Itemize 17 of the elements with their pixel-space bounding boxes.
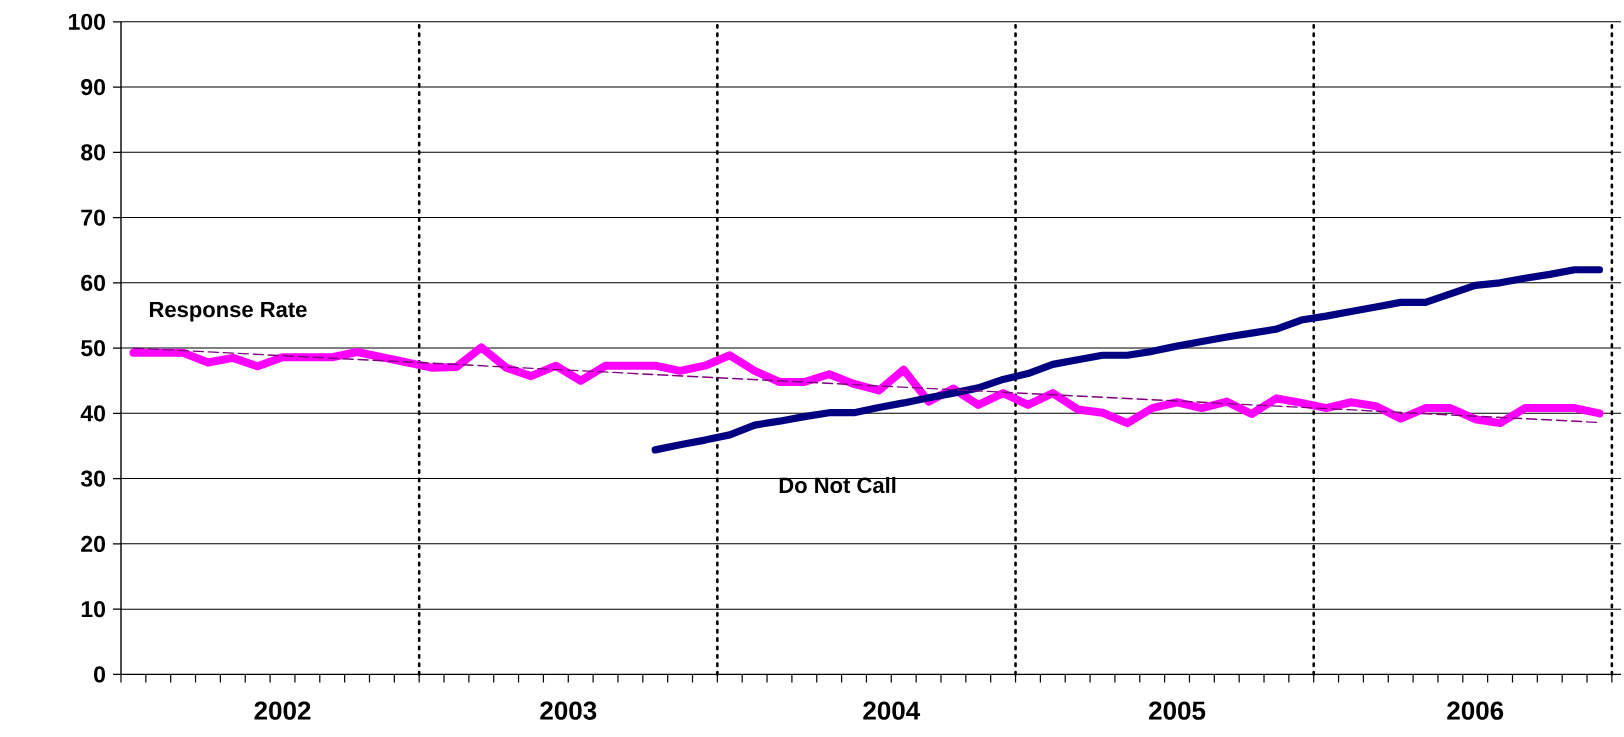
y-tick-label: 70 (81, 209, 105, 226)
y-tick-label: 20 (81, 535, 105, 552)
y-tick-label: 50 (81, 339, 105, 357)
y-tick-label: 90 (81, 78, 105, 96)
x-tick-label: 2005 (1149, 701, 1206, 720)
y-tick-label: 10 (81, 600, 105, 618)
x-tick-label: 2004 (863, 701, 921, 720)
x-tick-label: 2002 (254, 701, 311, 720)
x-tick-label: 2006 (1447, 701, 1504, 720)
x-tick-label: 2003 (540, 701, 597, 720)
y-tick-label: 100 (69, 13, 105, 30)
y-tick-label: 0 (94, 666, 105, 683)
y-tick-label: 60 (81, 274, 105, 291)
y-tick-label: 40 (80, 405, 105, 422)
series-label: Response Rate (149, 301, 307, 322)
y-tick-label: 30 (80, 470, 105, 487)
y-tick-label: 80 (81, 144, 105, 161)
